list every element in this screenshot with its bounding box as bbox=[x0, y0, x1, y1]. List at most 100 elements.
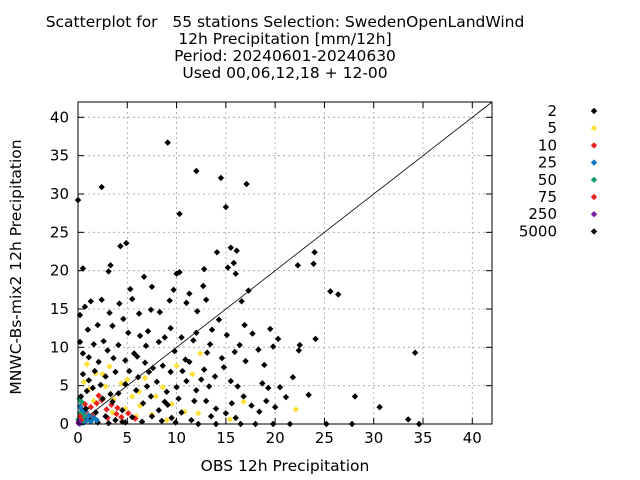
data-point bbox=[83, 387, 91, 395]
x-tick-label: 35 bbox=[413, 429, 432, 447]
data-point bbox=[228, 400, 235, 407]
data-point bbox=[193, 329, 200, 336]
data-point bbox=[256, 408, 263, 415]
data-point bbox=[191, 397, 198, 405]
data-point bbox=[81, 303, 89, 310]
data-point bbox=[335, 291, 342, 298]
x-tick-label: 40 bbox=[463, 429, 482, 447]
legend-label: 250 bbox=[528, 205, 557, 223]
data-points bbox=[74, 139, 423, 428]
x-tick-label: 20 bbox=[266, 429, 285, 447]
data-point bbox=[119, 407, 126, 414]
legend-marker bbox=[590, 211, 598, 218]
data-point bbox=[98, 183, 105, 191]
data-point bbox=[188, 416, 195, 424]
data-point bbox=[186, 290, 193, 297]
data-point bbox=[106, 309, 113, 317]
data-point bbox=[200, 366, 208, 373]
data-point bbox=[189, 370, 196, 378]
data-point bbox=[91, 367, 98, 375]
data-point bbox=[203, 349, 211, 356]
data-point bbox=[295, 347, 302, 354]
data-point bbox=[178, 409, 185, 416]
data-point bbox=[95, 392, 102, 399]
data-point bbox=[171, 347, 178, 355]
data-point bbox=[116, 300, 123, 307]
legend-label: 2 bbox=[547, 102, 557, 120]
data-point bbox=[213, 249, 221, 256]
data-point bbox=[294, 262, 302, 269]
data-point bbox=[405, 416, 412, 423]
data-point bbox=[92, 409, 99, 416]
legend-marker bbox=[590, 159, 598, 166]
data-point bbox=[249, 330, 256, 337]
data-point bbox=[104, 347, 111, 354]
data-point bbox=[147, 306, 155, 313]
x-tick-label: 25 bbox=[315, 429, 334, 447]
y-tick-label: 20 bbox=[50, 262, 69, 280]
y-tick-label: 5 bbox=[59, 377, 69, 395]
data-point bbox=[215, 316, 223, 323]
legend-marker bbox=[590, 193, 598, 201]
data-point bbox=[311, 249, 318, 256]
data-point bbox=[233, 247, 240, 254]
data-point bbox=[227, 377, 234, 385]
data-point bbox=[218, 354, 226, 362]
data-point bbox=[220, 364, 228, 371]
data-point bbox=[141, 374, 149, 382]
data-point bbox=[175, 395, 182, 402]
data-point bbox=[152, 393, 160, 400]
data-point bbox=[127, 285, 134, 293]
data-point bbox=[161, 398, 168, 405]
data-point bbox=[115, 341, 122, 349]
data-point bbox=[183, 377, 190, 385]
data-point bbox=[206, 341, 214, 348]
chart-title-line: Used 00,06,12,18 + 12-00 bbox=[182, 64, 388, 82]
data-point bbox=[276, 384, 284, 391]
data-point bbox=[232, 270, 239, 277]
data-point bbox=[98, 296, 105, 303]
data-point bbox=[267, 325, 274, 333]
data-point bbox=[123, 239, 130, 247]
data-point bbox=[99, 395, 106, 402]
data-point bbox=[274, 335, 282, 343]
data-point bbox=[87, 298, 95, 305]
data-point bbox=[84, 326, 92, 333]
data-point bbox=[227, 244, 234, 251]
data-point bbox=[147, 393, 155, 400]
data-point bbox=[129, 413, 136, 421]
y-tick-label: 35 bbox=[50, 147, 69, 165]
data-point bbox=[376, 403, 383, 411]
data-point bbox=[140, 273, 148, 280]
data-point bbox=[236, 341, 243, 349]
data-point bbox=[153, 378, 161, 386]
data-point bbox=[126, 367, 133, 375]
x-tick-label: 10 bbox=[167, 429, 186, 447]
data-point bbox=[327, 288, 334, 295]
data-point bbox=[222, 410, 230, 417]
data-point bbox=[103, 406, 110, 413]
x-tick-label: 15 bbox=[216, 429, 235, 447]
data-point bbox=[124, 376, 131, 383]
data-point bbox=[107, 390, 114, 398]
data-point bbox=[102, 413, 109, 420]
data-point bbox=[120, 315, 127, 323]
data-point bbox=[109, 322, 116, 330]
data-point bbox=[292, 406, 300, 413]
data-point bbox=[207, 413, 215, 420]
data-point bbox=[202, 397, 210, 405]
data-point bbox=[172, 419, 179, 426]
data-point bbox=[243, 180, 250, 188]
data-point bbox=[163, 388, 170, 395]
chart-title: Scatterplot for 55 stations Selection: S… bbox=[0, 14, 570, 82]
data-point bbox=[240, 398, 247, 405]
data-point bbox=[159, 362, 166, 369]
data-point bbox=[80, 378, 88, 386]
y-axis-label: MNWC-Bs-mix2 12h Precipitation bbox=[7, 139, 25, 394]
data-point bbox=[231, 348, 238, 356]
y-tick-label: 15 bbox=[50, 300, 69, 318]
data-point bbox=[190, 337, 197, 344]
data-point bbox=[85, 412, 93, 419]
legend-marker bbox=[590, 107, 598, 115]
data-point bbox=[312, 335, 319, 343]
